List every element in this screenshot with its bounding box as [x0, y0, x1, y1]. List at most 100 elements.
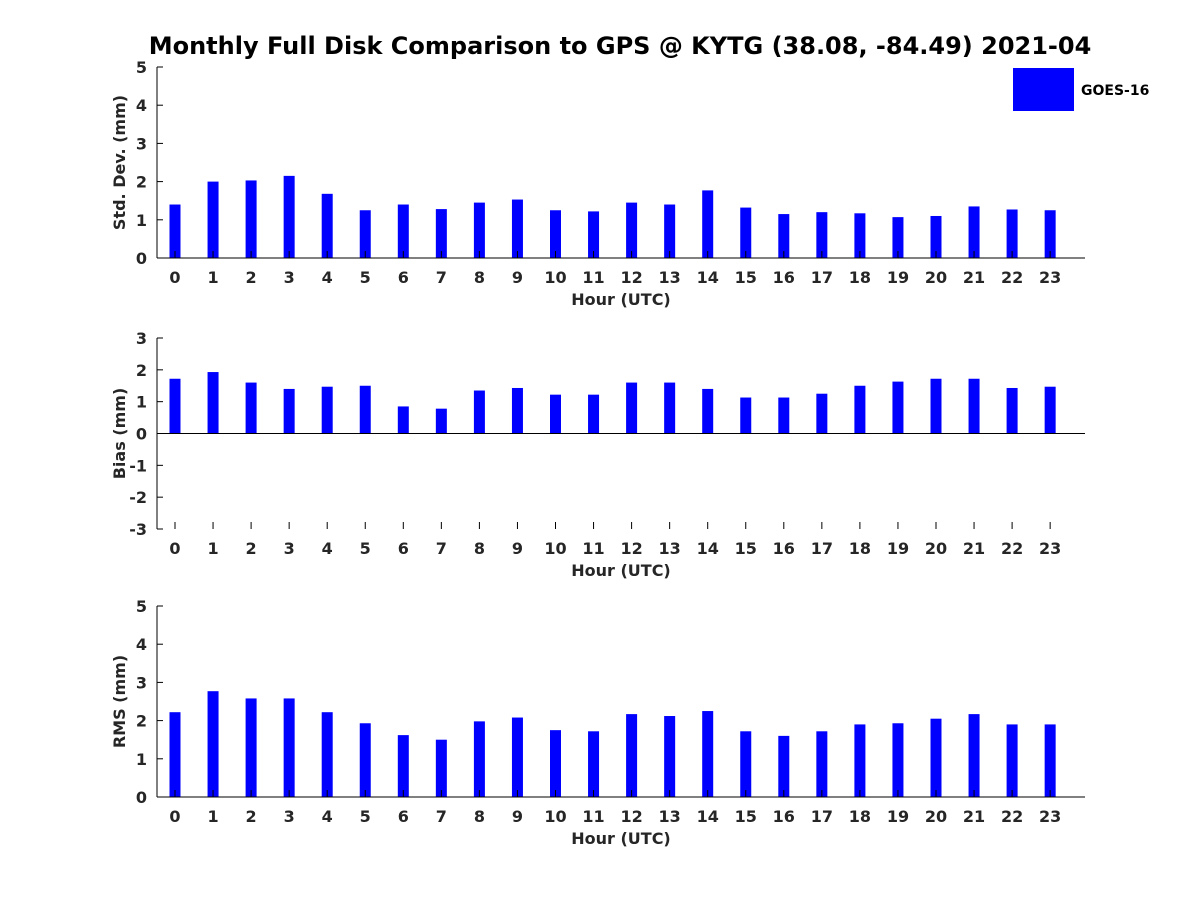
bar-rms-hour-19	[892, 723, 904, 797]
x-tick-label: 3	[284, 539, 295, 558]
bar-stddev-hour-19	[892, 217, 904, 258]
x-tick-label: 4	[322, 807, 333, 826]
x-tick-label: 0	[169, 807, 180, 826]
y-tick-label: 0	[136, 249, 147, 268]
bar-rms-hour-23	[1044, 724, 1056, 797]
x-tick-label: 1	[207, 807, 218, 826]
y-tick-label: 4	[136, 635, 147, 654]
bar-rms-hour-17	[816, 731, 828, 797]
x-tick-label: 14	[697, 807, 719, 826]
y-tick-label: 2	[136, 173, 147, 192]
y-tick-label: 0	[136, 425, 147, 444]
x-tick-label: 23	[1039, 807, 1061, 826]
x-tick-label: 14	[697, 268, 719, 287]
x-tick-label: 12	[620, 807, 642, 826]
bar-stddev-hour-8	[473, 202, 485, 258]
x-tick-label: 17	[811, 807, 833, 826]
bar-stddev-hour-7	[435, 209, 447, 258]
x-axis-label: Hour (UTC)	[571, 829, 671, 848]
x-tick-label: 6	[398, 539, 409, 558]
x-tick-label: 16	[773, 268, 795, 287]
x-tick-label: 21	[963, 807, 985, 826]
x-tick-label: 2	[246, 807, 257, 826]
bar-bias-hour-20	[930, 378, 942, 434]
bar-rms-hour-5	[359, 723, 371, 797]
x-tick-label: 19	[887, 539, 909, 558]
y-tick-label: 5	[136, 597, 147, 616]
x-tick-label: 23	[1039, 539, 1061, 558]
x-tick-label: 19	[887, 268, 909, 287]
x-tick-label: 10	[544, 807, 566, 826]
bar-stddev-hour-18	[854, 213, 866, 258]
x-tick-label: 7	[436, 539, 447, 558]
x-tick-label: 10	[544, 539, 566, 558]
bar-bias-hour-2	[245, 382, 257, 434]
bar-rms-hour-4	[321, 712, 333, 797]
x-tick-label: 22	[1001, 539, 1023, 558]
bar-bias-hour-19	[892, 381, 904, 434]
bar-stddev-hour-11	[588, 211, 600, 258]
bar-rms-hour-7	[435, 739, 447, 797]
y-tick-label: 2	[136, 712, 147, 731]
bar-stddev-hour-5	[359, 210, 371, 258]
bar-bias-hour-7	[435, 408, 447, 434]
x-tick-label: 8	[474, 268, 485, 287]
bar-rms-hour-10	[550, 730, 561, 797]
x-tick-label: 15	[735, 539, 757, 558]
y-tick-label: 3	[136, 329, 147, 348]
x-tick-label: 22	[1001, 807, 1023, 826]
x-tick-label: 15	[735, 268, 757, 287]
bar-rms-hour-22	[1006, 724, 1018, 797]
y-tick-label: 1	[136, 393, 147, 412]
x-axis-label: Hour (UTC)	[571, 290, 671, 309]
x-tick-label: 16	[773, 539, 795, 558]
x-tick-label: 5	[360, 268, 371, 287]
x-tick-label: 9	[512, 539, 523, 558]
bar-stddev-hour-22	[1006, 209, 1018, 258]
x-tick-label: 22	[1001, 268, 1023, 287]
bar-bias-hour-23	[1044, 386, 1056, 434]
x-tick-label: 9	[512, 268, 523, 287]
bar-rms-hour-11	[588, 731, 600, 797]
y-tick-label: 3	[136, 673, 147, 692]
bar-rms-hour-15	[740, 731, 752, 797]
bar-stddev-hour-2	[245, 180, 257, 258]
x-tick-label: 17	[811, 539, 833, 558]
x-tick-label: 7	[436, 807, 447, 826]
x-tick-label: 18	[849, 539, 871, 558]
x-tick-label: 4	[322, 539, 333, 558]
x-tick-label: 2	[246, 268, 257, 287]
bar-bias-hour-5	[359, 385, 371, 434]
bar-bias-hour-14	[702, 388, 714, 434]
x-tick-label: 19	[887, 807, 909, 826]
bar-stddev-hour-13	[664, 204, 676, 258]
bar-bias-hour-4	[321, 386, 333, 434]
bar-rms-hour-13	[664, 716, 676, 797]
x-tick-label: 7	[436, 268, 447, 287]
bar-rms-hour-14	[702, 711, 714, 797]
y-axis-label: Std. Dev. (mm)	[110, 95, 129, 230]
bar-rms-hour-16	[778, 735, 790, 797]
y-tick-label: -3	[129, 520, 147, 539]
bar-stddev-hour-16	[778, 214, 790, 258]
x-tick-label: 13	[659, 539, 681, 558]
legend-swatch-goes-16	[1013, 68, 1074, 111]
bar-stddev-hour-14	[702, 190, 714, 258]
x-tick-label: 8	[474, 807, 485, 826]
bar-rms-hour-3	[283, 698, 295, 797]
x-tick-label: 6	[398, 807, 409, 826]
x-tick-label: 3	[284, 807, 295, 826]
x-tick-label: 4	[322, 268, 333, 287]
x-tick-label: 6	[398, 268, 409, 287]
x-tick-label: 18	[849, 268, 871, 287]
bar-bias-hour-9	[511, 387, 523, 434]
x-tick-label: 14	[697, 539, 719, 558]
bar-stddev-hour-0	[169, 204, 181, 258]
y-axis-label: RMS (mm)	[110, 655, 129, 748]
bar-rms-hour-6	[397, 735, 409, 797]
legend: GOES-16	[1013, 68, 1149, 111]
